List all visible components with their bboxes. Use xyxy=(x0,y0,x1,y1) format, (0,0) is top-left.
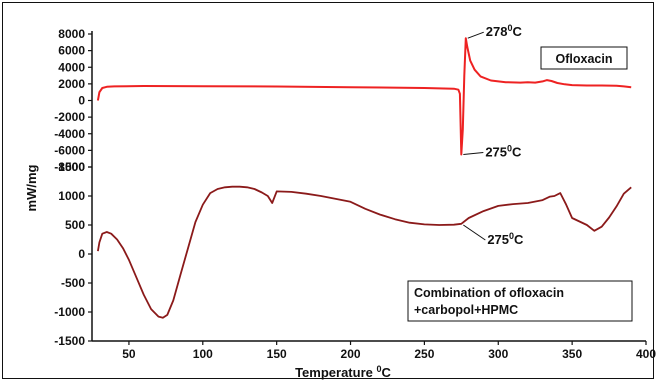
peak-annotation: 2750C xyxy=(485,144,522,160)
x-tick-label: 200 xyxy=(341,347,361,361)
y-tick-label: 1500 xyxy=(58,160,85,174)
legend-box-combination xyxy=(407,280,633,322)
y-tick-label: -1500 xyxy=(54,334,85,348)
y-tick-label: 2000 xyxy=(58,77,85,91)
x-tick-label: 400 xyxy=(636,347,656,361)
annotation-value: 275 xyxy=(485,145,507,160)
y-tick-label: -2000 xyxy=(54,110,85,124)
chart-marks xyxy=(96,31,632,319)
chart-labels: mW/mg Temperature 0C 2780C2750C2750COflo… xyxy=(24,23,633,380)
x-axis-label-degree: 0 xyxy=(377,364,382,374)
annotation-unit: C xyxy=(514,232,524,247)
annotation-leader xyxy=(463,152,484,156)
chart-axes: 50 100 150 200 250 300 350 400 8000 6000 4000 2000 0… xyxy=(54,27,656,361)
x-axis-label-unit: C xyxy=(382,365,392,380)
y-tick-label: 1000 xyxy=(58,189,85,203)
x-tick-label: 300 xyxy=(488,347,508,361)
annotation-unit: C xyxy=(512,145,522,160)
peak-annotation: 2780C xyxy=(486,23,523,39)
y-tick-label: -500 xyxy=(61,276,85,290)
annotation-degree: 0 xyxy=(507,144,512,154)
y-tick-label: 8000 xyxy=(58,27,85,41)
annotation-value: 275 xyxy=(487,232,509,247)
x-axis-label: Temperature 0C xyxy=(295,364,391,380)
legend-label-combination: +carbopol+HPMC xyxy=(414,303,518,317)
x-tick-label: 250 xyxy=(414,347,434,361)
y-tick-label: -1000 xyxy=(54,305,85,319)
annotation-degree: 0 xyxy=(509,231,514,241)
y-tick-label: 6000 xyxy=(58,44,85,58)
y-tick-label: 0 xyxy=(78,247,85,261)
annotation-leader xyxy=(467,31,484,39)
x-tick-label: 100 xyxy=(193,347,213,361)
annotation-degree: 0 xyxy=(507,23,512,33)
annotation-unit: C xyxy=(512,24,522,39)
annotation-leader xyxy=(463,224,486,241)
series-line-combination xyxy=(97,185,632,319)
legend-label-ofloxacin: Ofloxacin xyxy=(556,52,613,66)
series-line-ofloxacin xyxy=(96,37,632,156)
y-axis-label: mW/mg xyxy=(24,164,39,211)
y-tick-label: -6000 xyxy=(54,143,85,157)
x-tick-label: 350 xyxy=(562,347,582,361)
legend-box-ofloxacin xyxy=(540,46,628,70)
figure-frame xyxy=(2,2,654,379)
x-axis-label-text: Temperature xyxy=(295,365,373,380)
y-tick-label: 500 xyxy=(65,218,85,232)
y-tick-label: 4000 xyxy=(58,60,85,74)
y-tick-label: -8000 xyxy=(54,160,85,174)
x-tick-label: 150 xyxy=(267,347,287,361)
x-tick-label: 50 xyxy=(122,347,136,361)
legend-label-combination: Combination of ofloxacin xyxy=(414,286,564,300)
y-tick-label: 0 xyxy=(78,94,85,108)
y-tick-label: -4000 xyxy=(54,127,85,141)
annotation-value: 278 xyxy=(486,24,508,39)
peak-annotation: 2750C xyxy=(487,231,524,247)
